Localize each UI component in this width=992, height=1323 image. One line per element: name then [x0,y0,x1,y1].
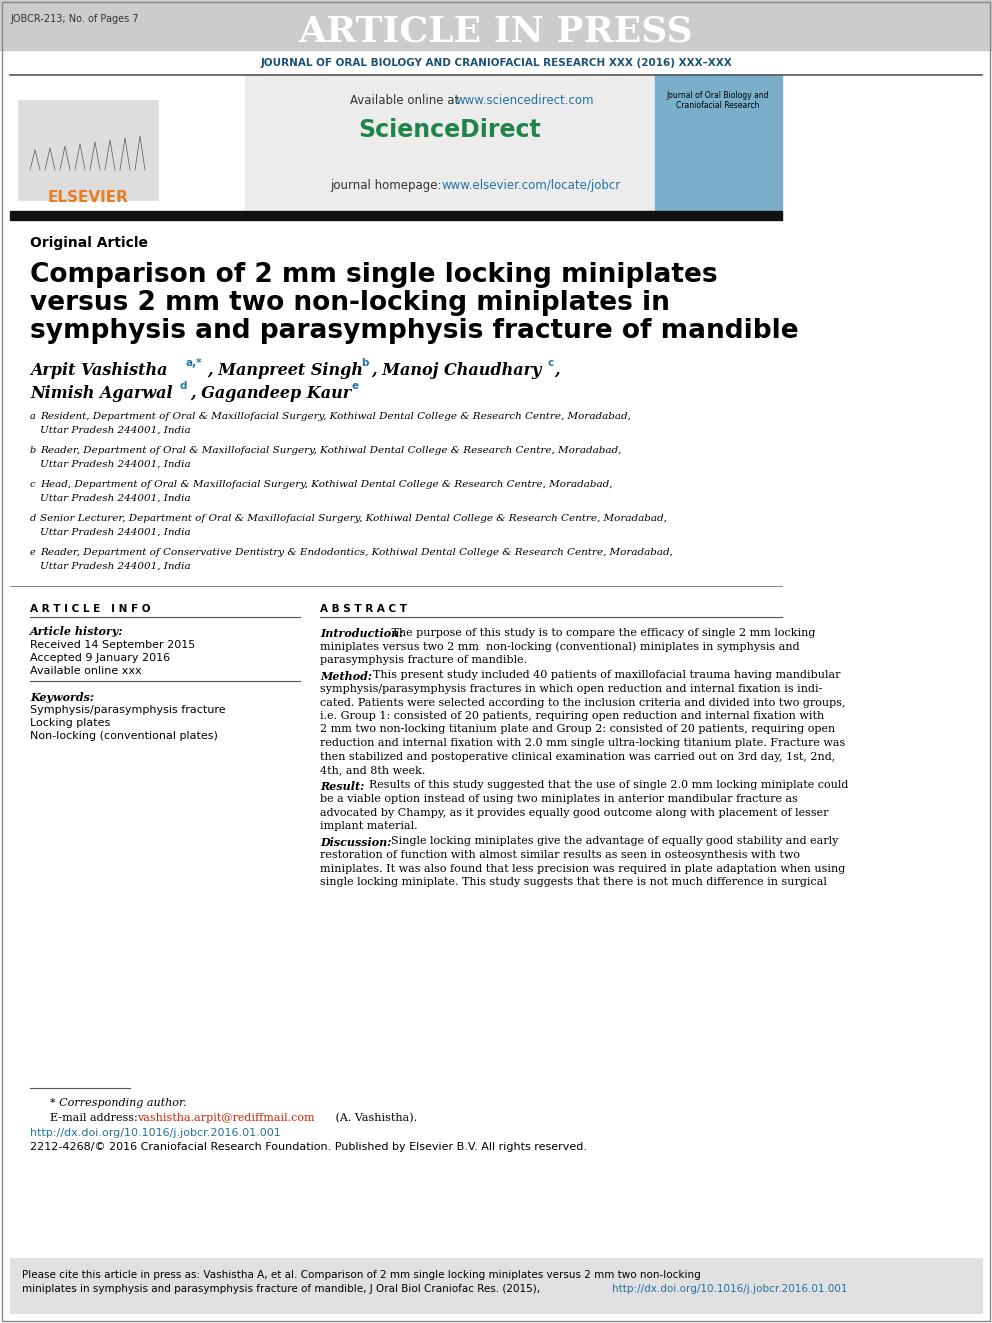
Text: Introduction:: Introduction: [320,628,404,639]
Text: JOBCR-213; No. of Pages 7: JOBCR-213; No. of Pages 7 [10,15,139,24]
Text: 4th, and 8th week.: 4th, and 8th week. [320,765,426,775]
Text: d: d [30,515,37,523]
Text: 2212-4268/© 2016 Craniofacial Research Foundation. Published by Elsevier B.V. Al: 2212-4268/© 2016 Craniofacial Research F… [30,1142,587,1152]
Text: The purpose of this study is to compare the efficacy of single 2 mm locking: The purpose of this study is to compare … [388,628,815,638]
Text: Craniofacial Research: Craniofacial Research [677,101,760,110]
Text: 2 mm two non-locking titanium plate and Group 2: consisted of 20 patients, requi: 2 mm two non-locking titanium plate and … [320,725,835,734]
Text: Keywords:: Keywords: [30,692,94,703]
Text: Locking plates: Locking plates [30,718,110,728]
Text: ScienceDirect: ScienceDirect [359,118,542,142]
Text: E-mail address:: E-mail address: [50,1113,141,1123]
Text: e: e [30,548,36,557]
Text: Available online xxx: Available online xxx [30,665,142,676]
Text: http://dx.doi.org/10.1016/j.jobcr.2016.01.001: http://dx.doi.org/10.1016/j.jobcr.2016.0… [30,1129,281,1138]
Text: Symphysis/parasymphysis fracture: Symphysis/parasymphysis fracture [30,705,225,714]
Text: d: d [179,381,186,392]
Bar [10,75,245,210]
Text: Arpit Vashistha: Arpit Vashistha [30,363,168,378]
Text: , Manoj Chaudhary: , Manoj Chaudhary [371,363,542,378]
Text: advocated by Champy, as it provides equally good outcome along with placement of: advocated by Champy, as it provides equa… [320,807,828,818]
Text: be a viable option instead of using two miniplates in anterior mandibular fractu: be a viable option instead of using two … [320,794,798,804]
Text: implant material.: implant material. [320,822,418,831]
Text: (A. Vashistha).: (A. Vashistha). [332,1113,417,1123]
Text: then stabilized and postoperative clinical examination was carried out on 3rd da: then stabilized and postoperative clinic… [320,751,835,762]
Bar [10,210,782,220]
Text: http://dx.doi.org/10.1016/j.jobcr.2016.01.001: http://dx.doi.org/10.1016/j.jobcr.2016.0… [612,1285,847,1294]
Text: symphysis and parasymphysis fracture of mandible: symphysis and parasymphysis fracture of … [30,318,799,344]
Text: Reader, Department of Conservative Dentistry & Endodontics, Kothiwal Dental Coll: Reader, Department of Conservative Denti… [40,548,673,557]
Bar [18,101,158,200]
Text: versus 2 mm two non-locking miniplates in: versus 2 mm two non-locking miniplates i… [30,290,670,316]
Text: single locking miniplate. This study suggests that there is not much difference : single locking miniplate. This study sug… [320,877,827,886]
Text: Senior Lecturer, Department of Oral & Maxillofacial Surgery, Kothiwal Dental Col: Senior Lecturer, Department of Oral & Ma… [40,515,667,523]
Text: miniplates versus two 2 mm  non-locking (conventional) miniplates in symphysis a: miniplates versus two 2 mm non-locking (… [320,642,800,652]
Text: Accepted 9 January 2016: Accepted 9 January 2016 [30,654,170,663]
Text: symphysis/parasymphysis fractures in which open reduction and internal fixation : symphysis/parasymphysis fractures in whi… [320,684,822,695]
Text: vashistha.arpit@rediffmail.com: vashistha.arpit@rediffmail.com [137,1113,314,1123]
Text: Please cite this article in press as: Vashistha A, et al. Comparison of 2 mm sin: Please cite this article in press as: Va… [22,1270,700,1279]
Text: Non-locking (conventional plates): Non-locking (conventional plates) [30,732,218,741]
Text: Uttar Pradesh 244001, India: Uttar Pradesh 244001, India [40,460,190,468]
Text: b: b [30,446,37,455]
Text: * Corresponding author.: * Corresponding author. [50,1098,186,1107]
Text: This present study included 40 patients of maxillofacial trauma having mandibula: This present study included 40 patients … [366,671,840,680]
Text: c: c [547,359,554,368]
Text: Comparison of 2 mm single locking miniplates: Comparison of 2 mm single locking minipl… [30,262,717,288]
Text: Received 14 September 2015: Received 14 September 2015 [30,640,195,650]
Text: e: e [352,381,359,392]
Text: Result:: Result: [320,781,364,791]
Bar [655,75,782,210]
Text: b: b [361,359,368,368]
Text: Uttar Pradesh 244001, India: Uttar Pradesh 244001, India [40,426,190,435]
Text: ,: , [554,363,559,378]
Text: Discussion:: Discussion: [320,836,392,848]
Text: , Manpreet Singh: , Manpreet Singh [207,363,363,378]
Text: reduction and internal fixation with 2.0 mm single ultra-locking titanium plate.: reduction and internal fixation with 2.0… [320,738,845,747]
Text: Resident, Department of Oral & Maxillofacial Surgery, Kothiwal Dental College & : Resident, Department of Oral & Maxillofa… [40,411,631,421]
Text: Uttar Pradesh 244001, India: Uttar Pradesh 244001, India [40,493,190,503]
Text: Head, Department of Oral & Maxillofacial Surgery, Kothiwal Dental College & Rese: Head, Department of Oral & Maxillofacial… [40,480,612,490]
Text: cated. Patients were selected according to the inclusion criteria and divided in: cated. Patients were selected according … [320,697,845,708]
Text: c: c [30,480,36,490]
Text: Article history:: Article history: [30,626,123,636]
Text: Single locking miniplates give the advantage of equally good stability and early: Single locking miniplates give the advan… [384,836,838,847]
Text: miniplates in symphysis and parasymphysis fracture of mandible, J Oral Biol Cran: miniplates in symphysis and parasymphysi… [22,1285,544,1294]
Text: www.elsevier.com/locate/jobcr: www.elsevier.com/locate/jobcr [442,179,621,192]
Text: www.sciencedirect.com: www.sciencedirect.com [456,94,594,106]
Text: A R T I C L E   I N F O: A R T I C L E I N F O [30,605,151,614]
Text: a: a [30,411,36,421]
Bar [0,0,992,50]
Text: miniplates. It was also found that less precision was required in plate adaptati: miniplates. It was also found that less … [320,864,845,873]
Text: Original Article: Original Article [30,235,148,250]
Text: Results of this study suggested that the use of single 2.0 mm locking miniplate : Results of this study suggested that the… [362,781,848,791]
Text: , Gagandeep Kaur: , Gagandeep Kaur [190,385,351,402]
Text: Journal of Oral Biology and: Journal of Oral Biology and [667,90,769,99]
Text: A B S T R A C T: A B S T R A C T [320,605,407,614]
Text: Uttar Pradesh 244001, India: Uttar Pradesh 244001, India [40,562,190,572]
Text: Method:: Method: [320,671,372,681]
Text: restoration of function with almost similar results as seen in osteosynthesis wi: restoration of function with almost simi… [320,849,800,860]
Text: ARTICLE IN PRESS: ARTICLE IN PRESS [299,15,693,49]
Text: journal homepage:: journal homepage: [330,179,445,192]
Text: JOURNAL OF ORAL BIOLOGY AND CRANIOFACIAL RESEARCH XXX (2016) XXX–XXX: JOURNAL OF ORAL BIOLOGY AND CRANIOFACIAL… [260,58,732,67]
Text: Uttar Pradesh 244001, India: Uttar Pradesh 244001, India [40,528,190,537]
Text: a,*: a,* [186,359,202,368]
Text: Nimish Agarwal: Nimish Agarwal [30,385,173,402]
Text: i.e. Group 1: consisted of 20 patients, requiring open reduction and internal fi: i.e. Group 1: consisted of 20 patients, … [320,710,824,721]
Text: Reader, Department of Oral & Maxillofacial Surgery, Kothiwal Dental College & Re: Reader, Department of Oral & Maxillofaci… [40,446,621,455]
Text: parasymphysis fracture of mandible.: parasymphysis fracture of mandible. [320,655,527,665]
Bar [10,1258,982,1312]
Text: ELSEVIER: ELSEVIER [48,189,128,205]
Bar [245,75,655,210]
Text: Available online at: Available online at [350,94,463,106]
